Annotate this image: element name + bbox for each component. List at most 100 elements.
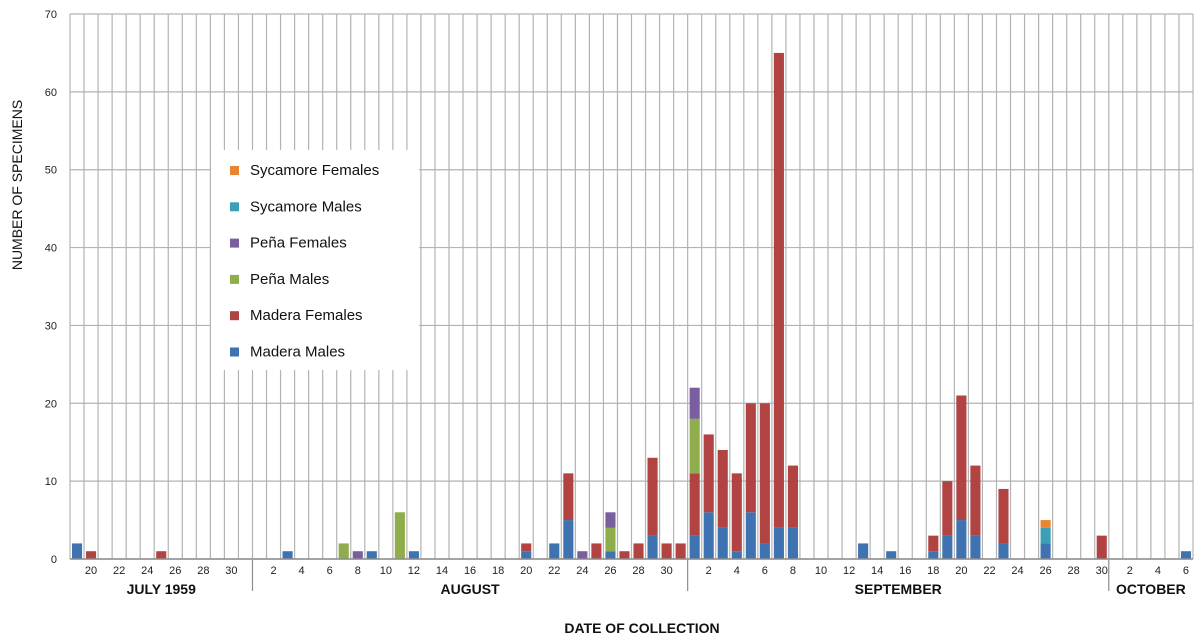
bar-segment <box>998 543 1009 559</box>
bar-segment <box>858 543 869 559</box>
x-tick-label: 8 <box>355 565 361 577</box>
bar-segment <box>703 512 714 559</box>
bar-segment <box>563 473 574 521</box>
x-tick-label: 20 <box>85 565 97 577</box>
month-label: OCTOBER <box>1116 581 1186 597</box>
x-tick-label: 28 <box>632 565 644 577</box>
bar-segment <box>675 543 686 559</box>
x-tick-label: 12 <box>408 565 420 577</box>
bar-segment <box>1096 535 1107 559</box>
month-label: AUGUST <box>441 581 501 597</box>
y-tick-label: 20 <box>45 398 57 410</box>
x-tick-label: 2 <box>270 565 276 577</box>
y-tick-label: 30 <box>45 320 57 332</box>
x-tick-label: 4 <box>299 565 305 577</box>
x-tick-label: 26 <box>169 565 181 577</box>
bar-segment <box>942 535 953 559</box>
x-tick-label: 20 <box>520 565 532 577</box>
x-tick-label: 28 <box>1068 565 1080 577</box>
bar-segment <box>787 527 798 559</box>
bar-segment <box>1040 543 1051 559</box>
x-tick-label: 22 <box>548 565 560 577</box>
x-tick-label: 16 <box>464 565 476 577</box>
bar-segment <box>745 512 756 559</box>
x-tick-label: 6 <box>327 565 333 577</box>
legend-swatch <box>230 238 239 248</box>
legend-label: Sycamore Females <box>250 162 379 179</box>
bar-segment <box>366 551 377 559</box>
legend-label: Peña Males <box>250 271 329 288</box>
bar-segment <box>1040 520 1051 528</box>
x-tick-label: 30 <box>1096 565 1108 577</box>
bar-segment <box>942 481 953 536</box>
bar-segment <box>521 543 532 552</box>
bar-segment <box>1180 551 1192 559</box>
x-tick-label: 24 <box>141 565 153 577</box>
x-tick-label: 26 <box>1039 565 1051 577</box>
month-label: JULY 1959 <box>127 581 196 597</box>
x-tick-label: 14 <box>871 565 883 577</box>
x-axis-title: DATE OF COLLECTION <box>564 620 719 636</box>
bar-segment <box>970 465 981 536</box>
x-tick-label: 4 <box>1155 565 1161 577</box>
x-tick-label: 30 <box>225 565 237 577</box>
legend-swatch <box>230 166 239 175</box>
bar-segment <box>633 543 644 559</box>
bar-segment <box>717 527 728 559</box>
bar-segment <box>605 512 616 528</box>
y-tick-label: 50 <box>45 165 57 177</box>
legend-box <box>211 150 419 370</box>
x-tick-label: 24 <box>1011 565 1023 577</box>
y-tick-label: 70 <box>45 9 57 21</box>
bar-segment <box>282 551 293 559</box>
bar-segment <box>928 551 939 559</box>
bar-segment <box>549 543 560 559</box>
bar-segment <box>619 551 630 559</box>
bar-segment <box>352 551 363 559</box>
x-tick-label: 4 <box>734 565 740 577</box>
x-tick-label: 16 <box>899 565 911 577</box>
bar-segment <box>998 488 1009 544</box>
x-tick-label: 28 <box>197 565 209 577</box>
bar-segment <box>689 387 700 419</box>
x-tick-label: 18 <box>492 565 504 577</box>
x-tick-label: 2 <box>1127 565 1133 577</box>
x-tick-label: 22 <box>983 565 995 577</box>
bar-segment <box>156 551 167 559</box>
bar-segment <box>563 520 574 559</box>
x-tick-label: 6 <box>1183 565 1189 577</box>
bar-segment <box>703 434 714 513</box>
bar-segment <box>647 457 658 536</box>
bar-segment <box>773 52 784 528</box>
bar-segment <box>1040 527 1051 544</box>
x-tick-label: 22 <box>113 565 125 577</box>
legend-label: Madera Males <box>250 344 345 361</box>
bar-segment <box>86 551 97 559</box>
bar-segment <box>970 535 981 559</box>
legend-label: Madera Females <box>250 307 363 324</box>
y-axis-title: NUMBER OF SPECIMENS <box>9 100 25 270</box>
x-tick-label: 6 <box>762 565 768 577</box>
y-tick-label: 40 <box>45 243 57 255</box>
x-tick-label: 20 <box>955 565 967 577</box>
bar-segment <box>928 535 939 552</box>
x-tick-label: 30 <box>660 565 672 577</box>
legend-label: Sycamore Males <box>250 198 362 215</box>
y-tick-label: 60 <box>45 87 57 99</box>
legend-label: Peña Females <box>250 235 347 252</box>
x-tick-label: 10 <box>815 565 827 577</box>
bar-segment <box>577 551 588 559</box>
x-tick-label: 24 <box>576 565 588 577</box>
y-tick-label: 10 <box>45 476 57 488</box>
bar-segment <box>956 520 967 559</box>
bar-segment <box>731 473 742 552</box>
x-tick-label: 10 <box>380 565 392 577</box>
bar-segment <box>408 551 419 559</box>
bar-segment <box>956 395 967 521</box>
month-label: SEPTEMBER <box>855 581 942 597</box>
x-tick-label: 12 <box>843 565 855 577</box>
bar-segment <box>759 543 770 559</box>
bar-segment <box>773 527 784 559</box>
bar-segment <box>605 551 616 559</box>
bar-segment <box>647 535 658 559</box>
